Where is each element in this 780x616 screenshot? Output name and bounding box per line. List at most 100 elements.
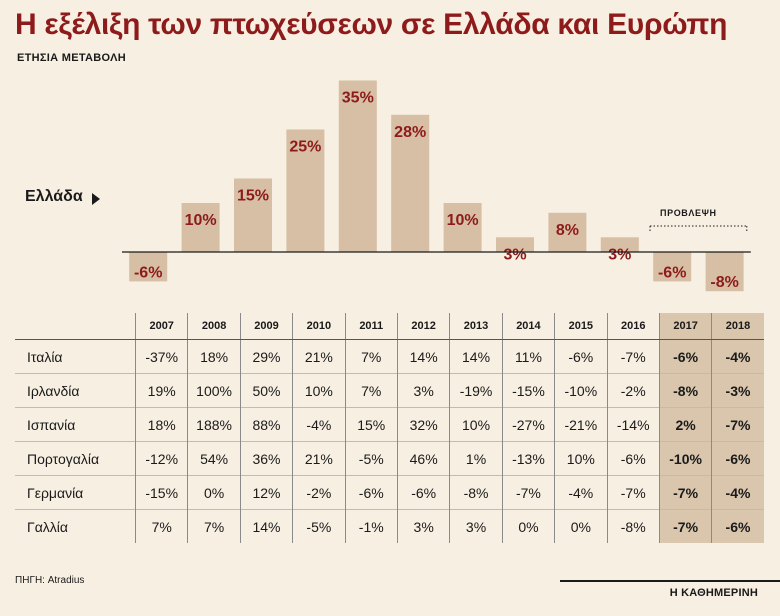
table-cell: 7% xyxy=(134,509,188,543)
table-row: Γερμανία -15% 0% 12% -2% -6% -6% -8% -7% -4% -7% -7… xyxy=(15,475,764,510)
column-header-2014: 2014 xyxy=(501,313,555,340)
table-cell: 19% xyxy=(134,373,188,408)
table-cell: 7% xyxy=(344,339,398,374)
bar-label-2009: 15% xyxy=(237,188,269,205)
table-cell: -12% xyxy=(134,441,188,476)
row-country-label: Γερμανία xyxy=(15,475,136,510)
bar-2012 xyxy=(391,114,430,252)
arrow-right-icon xyxy=(92,193,100,205)
bar-label-2015: 8% xyxy=(556,222,579,239)
row-country-label: Γαλλία xyxy=(15,509,136,543)
table-cell: -4% xyxy=(711,475,764,510)
table-cell: -19% xyxy=(449,373,503,408)
table-cell: 29% xyxy=(239,339,293,374)
table-cell: 46% xyxy=(396,441,450,476)
column-header-2009: 2009 xyxy=(239,313,293,340)
bar-2018 xyxy=(705,252,744,292)
row-country-label: Ιταλία xyxy=(27,348,63,365)
table-cell: 0% xyxy=(501,509,555,543)
table-body: Ιταλία -37% 18% 29% 21% 7% 14% 14% 11% -6% -7% -6% -… xyxy=(15,339,764,543)
table-row: Γαλλία 7% 7% 14% -5% -1% 3% 3% 0% 0% -8% -7% -6% xyxy=(15,509,764,543)
table-cell: -6% xyxy=(606,441,660,476)
table-header-row: 2007 2008 2009 2010 2011 2012 2013 2014 2015 2016… xyxy=(15,313,764,340)
table-cell: 2% xyxy=(658,407,712,442)
column-header-2007: 2007 xyxy=(134,313,188,340)
table-cell: 7% xyxy=(187,509,241,543)
bar-2007 xyxy=(129,252,168,282)
row-country-label: Ισπανία xyxy=(15,407,136,442)
bar-label-2016: 3% xyxy=(608,246,631,263)
table-cell: 3% xyxy=(396,373,450,408)
table-cell: -15% xyxy=(134,475,188,510)
row-country-label: Ιρλανδία xyxy=(15,373,136,408)
bar-chart: -6% 10% 15% 25% 35% 28% 10% 3% 8% 3% -6% -8% xyxy=(122,80,751,292)
table-cell: 14% xyxy=(449,339,503,374)
table-cell: -27% xyxy=(501,407,555,442)
bar-label-2014: 3% xyxy=(503,246,526,263)
bar-label-2008: 10% xyxy=(185,212,217,229)
table-cell: 54% xyxy=(187,441,241,476)
table-cell: -8% xyxy=(658,373,712,408)
footer-rule xyxy=(560,580,780,582)
table-cell: 88% xyxy=(239,407,293,442)
column-header-2018: 2018 xyxy=(711,313,764,340)
table-cell: -7% xyxy=(606,475,660,510)
bar-label-2018: -8% xyxy=(710,274,738,291)
table-cell: -37% xyxy=(134,339,188,374)
table-row: Ιταλία -37% 18% 29% 21% 7% 14% 14% 11% -6% -7% -6% -… xyxy=(15,339,764,374)
column-header-2015: 2015 xyxy=(554,313,608,340)
bar-2015 xyxy=(548,212,587,252)
table-cell: -10% xyxy=(554,373,608,408)
bar-2010 xyxy=(286,129,325,252)
bar-label-2011: 35% xyxy=(342,90,374,107)
table-cell: 3% xyxy=(396,509,450,543)
table-cell: -6% xyxy=(711,441,764,476)
table-cell: -2% xyxy=(606,373,660,408)
row-country-label: Πορτογαλία xyxy=(15,441,136,476)
table-cell: 0% xyxy=(187,475,241,510)
table-cell: -5% xyxy=(292,509,346,543)
table-cell: 21% xyxy=(292,441,346,476)
forecast-label: ΠΡΟΒΛΕΨΗ xyxy=(660,208,717,218)
table-row: Ιρλανδία 19% 100% 50% 10% 7% 3% -19% -15% -10% -2%… xyxy=(15,373,764,408)
table-cell: -21% xyxy=(554,407,608,442)
column-header-2016: 2016 xyxy=(606,313,660,340)
bar-label-2017: -6% xyxy=(658,264,686,281)
table-cell: -7% xyxy=(658,475,712,510)
bar-2013 xyxy=(443,203,482,252)
source-note: ΠΗΓΗ: Atradius xyxy=(15,575,85,586)
table-cell: -14% xyxy=(606,407,660,442)
table-cell: -2% xyxy=(292,475,346,510)
table-cell: 10% xyxy=(449,407,503,442)
column-header-2008: 2008 xyxy=(187,313,241,340)
table-cell: 32% xyxy=(396,407,450,442)
bar-2009 xyxy=(234,178,272,252)
table-cell: -6% xyxy=(554,339,608,374)
bar-label-2007: -6% xyxy=(134,264,162,281)
table-cell: 188% xyxy=(187,407,241,442)
publisher-logo: Η ΚΑΘΗΜΕΡΙΝΗ xyxy=(669,587,758,599)
table-cell: 36% xyxy=(239,441,293,476)
table-cell: -5% xyxy=(344,441,398,476)
chart-subtitle: ΕΤΗΣΙΑ ΜΕΤΑΒΟΛΗ xyxy=(17,52,126,64)
bar-2008 xyxy=(181,203,220,252)
table-cell: -6% xyxy=(344,475,398,510)
bar-2016 xyxy=(600,237,639,252)
series-label: Ελλάδα xyxy=(25,188,83,205)
table-cell: 50% xyxy=(239,373,293,408)
bar-2011 xyxy=(338,80,377,252)
table-cell: 100% xyxy=(187,373,241,408)
table-cell: 21% xyxy=(292,339,346,374)
bar-2017 xyxy=(653,252,692,282)
table-cell: -13% xyxy=(501,441,555,476)
table-cell: 14% xyxy=(396,339,450,374)
column-header-2012: 2012 xyxy=(396,313,450,340)
bar-2014 xyxy=(496,237,534,252)
table-cell: -6% xyxy=(658,339,712,374)
column-header-2010: 2010 xyxy=(292,313,346,340)
table-cell: -3% xyxy=(711,373,764,408)
table-cell: -4% xyxy=(292,407,346,442)
table-cell: -4% xyxy=(554,475,608,510)
table-cell: 11% xyxy=(501,339,555,374)
table-cell: -7% xyxy=(658,509,712,543)
